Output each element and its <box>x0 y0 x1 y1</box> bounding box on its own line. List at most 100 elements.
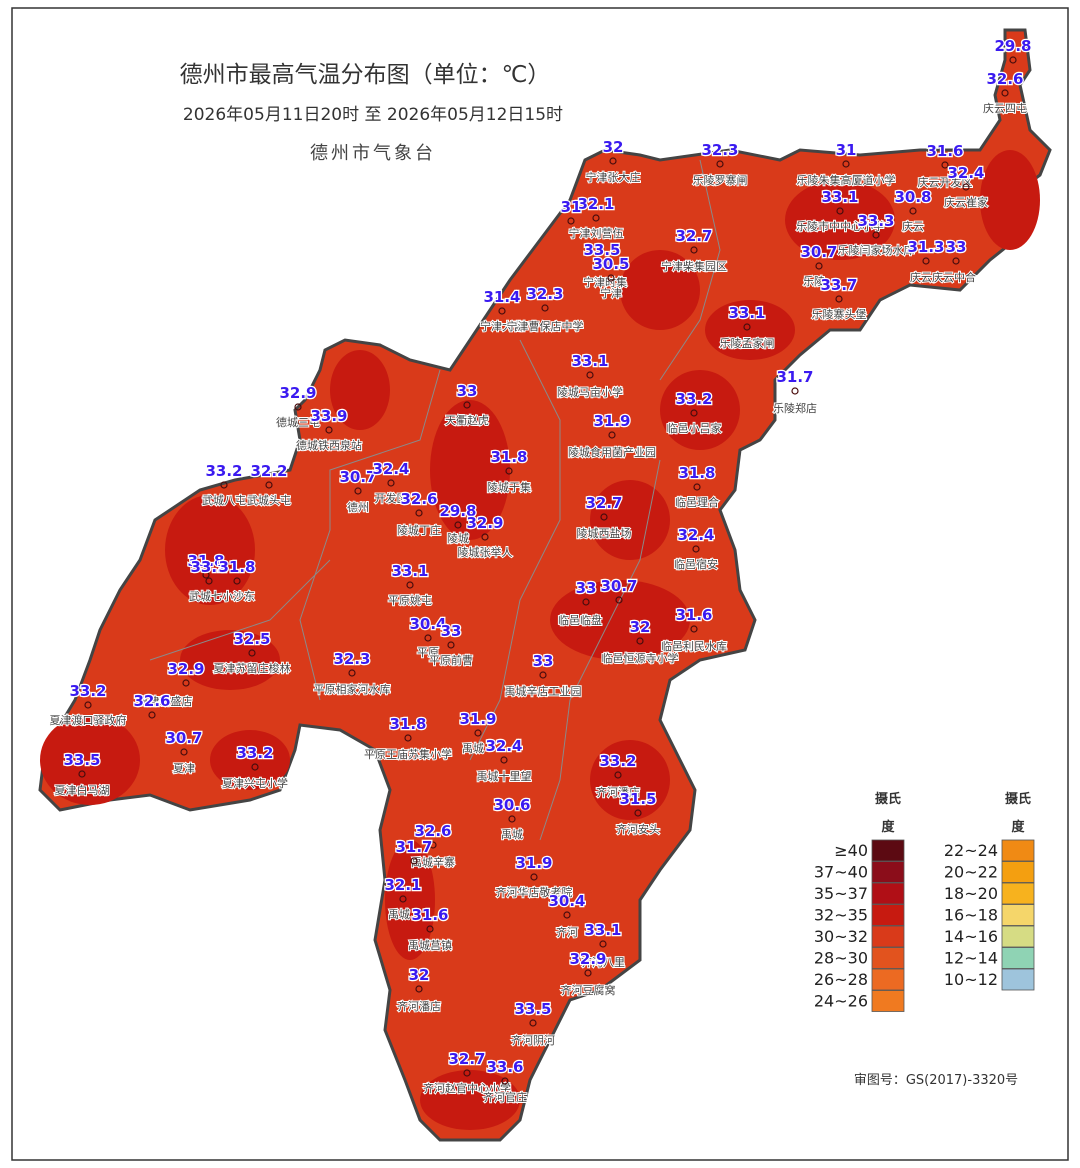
station-dot <box>399 895 407 903</box>
legend-label: 20~22 <box>944 863 998 882</box>
station-value: 31.6 <box>926 142 963 160</box>
station-value: 33 <box>457 382 478 400</box>
station-value: 32.6 <box>133 692 170 710</box>
station-value: 31 <box>561 198 582 216</box>
station-dot <box>909 207 917 215</box>
station-value: 32.9 <box>466 514 503 532</box>
station-name: 乐陵闫家场水库 <box>838 243 915 257</box>
legend-label: 10~12 <box>944 970 998 989</box>
station-dot <box>501 1077 509 1085</box>
legend-swatch <box>871 882 905 905</box>
station-value: 32.7 <box>585 494 622 512</box>
station-name: 庆云四屯 <box>983 101 1027 115</box>
stations: 29.8 庆云四屯 32.6 宁津张大庄 32 乐陵罗寨闸 32.3 乐陵朱集高厦道小学 31 庆… <box>49 36 1033 1105</box>
station-dot <box>463 401 471 409</box>
station-value: 32.6 <box>414 822 451 840</box>
station-name: 开发区 <box>375 491 408 505</box>
station-name: 禹城莒镇 <box>408 938 452 952</box>
legend-swatch <box>1001 925 1035 948</box>
legend-swatch <box>1001 947 1035 969</box>
station-value: 32.4 <box>485 737 522 755</box>
legend-label: 28~30 <box>814 949 868 968</box>
station-name: 夏津苏留庄梭林 <box>214 661 291 675</box>
station-value: 32.2 <box>250 462 287 480</box>
legend-label: 18~20 <box>944 884 998 903</box>
station-dot <box>586 371 594 379</box>
legend-title: 摄氏度 <box>874 792 901 835</box>
station-dot <box>530 873 538 881</box>
station-value: 30.4 <box>409 615 446 633</box>
station-dot <box>922 257 930 265</box>
station-dot <box>690 625 698 633</box>
station-name: 乐陵郑店 <box>773 401 817 415</box>
station-name: 夏津白马湖 <box>55 783 110 797</box>
legend-swatch <box>871 925 905 948</box>
station-name: 陵城西盐场 <box>577 526 632 540</box>
station-value: 33.1 <box>821 188 858 206</box>
station-name: 陵城丁庄 <box>397 523 441 537</box>
station-value: 30.8 <box>894 188 931 206</box>
station-dot <box>454 521 462 529</box>
station-name: 陵城于集 <box>487 480 531 494</box>
station-name: 平原 <box>417 646 439 659</box>
station-value: 32.6 <box>986 70 1023 88</box>
legend-label: ≥40 <box>834 841 868 860</box>
station-value: 33.1 <box>584 921 621 939</box>
station-dot <box>529 1019 537 1027</box>
station-dot <box>474 729 482 737</box>
station-dot <box>743 323 751 331</box>
station-dot <box>692 545 700 553</box>
station-name: 乐陵市中中心小学 <box>796 219 884 233</box>
station-name: 庆云崔家 <box>944 195 988 209</box>
station-value: 33.1 <box>391 562 428 580</box>
station-name: 齐河潘店 <box>596 785 640 799</box>
station-dot <box>348 669 356 677</box>
station-value: 33.3 <box>857 212 894 230</box>
station-name: 临邑利民水库 <box>661 639 727 653</box>
station-value: 32.7 <box>675 227 712 245</box>
station-dot <box>447 641 455 649</box>
station-value: 30.7 <box>165 729 202 747</box>
station-name: 乐陵寨头堡 <box>812 307 867 321</box>
station-value: 33.1 <box>728 304 765 322</box>
station-name: 禹城 <box>462 742 484 755</box>
station-name: 平原王庙苏集小学 <box>364 747 452 761</box>
station-value: 31.7 <box>776 368 813 386</box>
station-name: 宁津刘营伍 <box>569 226 624 240</box>
legend-swatch <box>871 904 905 926</box>
station-name: 乐陵孟家闸 <box>720 336 775 350</box>
station-dot <box>636 637 644 645</box>
station-name: 齐河华店敬老院 <box>496 885 573 899</box>
station-name: 禹城辛寨 <box>411 855 455 869</box>
station-name: 武城头屯 <box>247 494 291 507</box>
station-dot <box>508 815 516 823</box>
station-name: 临邑小吕家 <box>667 421 722 435</box>
station-name: 齐河八里 <box>581 955 625 969</box>
station-value: 31.3 <box>907 238 944 256</box>
station-name: 宁津曹保店中学 <box>507 319 584 333</box>
legend-label: 14~16 <box>944 927 998 946</box>
station-value: 33 <box>946 238 967 256</box>
legend-swatch <box>1001 882 1035 905</box>
legend-swatch <box>1001 861 1035 883</box>
station-value: 31.4 <box>483 288 520 306</box>
station-name: 平原前曹 <box>429 653 473 667</box>
station-value: 29.8 <box>994 37 1031 55</box>
station-name: 德城三屯 <box>276 415 320 429</box>
station-dot <box>842 160 850 168</box>
station-name: 齐河豆腐窝 <box>561 983 616 997</box>
station-value: 32.4 <box>947 164 984 182</box>
station-value: 32.9 <box>167 660 204 678</box>
station-value: 32.9 <box>279 384 316 402</box>
station-name: 陵城马亩小学 <box>557 385 623 399</box>
station-name: 宁津张大庄 <box>586 170 641 184</box>
station-value: 32.4 <box>677 526 714 544</box>
station-name: 夏津新盛店 <box>138 694 193 708</box>
station-name: 武城八屯 <box>202 494 246 507</box>
station-value: 33.5 <box>514 1000 551 1018</box>
station-dot <box>836 207 844 215</box>
legend-title: 摄氏度 <box>1004 792 1031 835</box>
station-value: 33.9 <box>310 407 347 425</box>
station-value: 32 <box>603 138 624 156</box>
station-value: 32.5 <box>233 630 270 648</box>
